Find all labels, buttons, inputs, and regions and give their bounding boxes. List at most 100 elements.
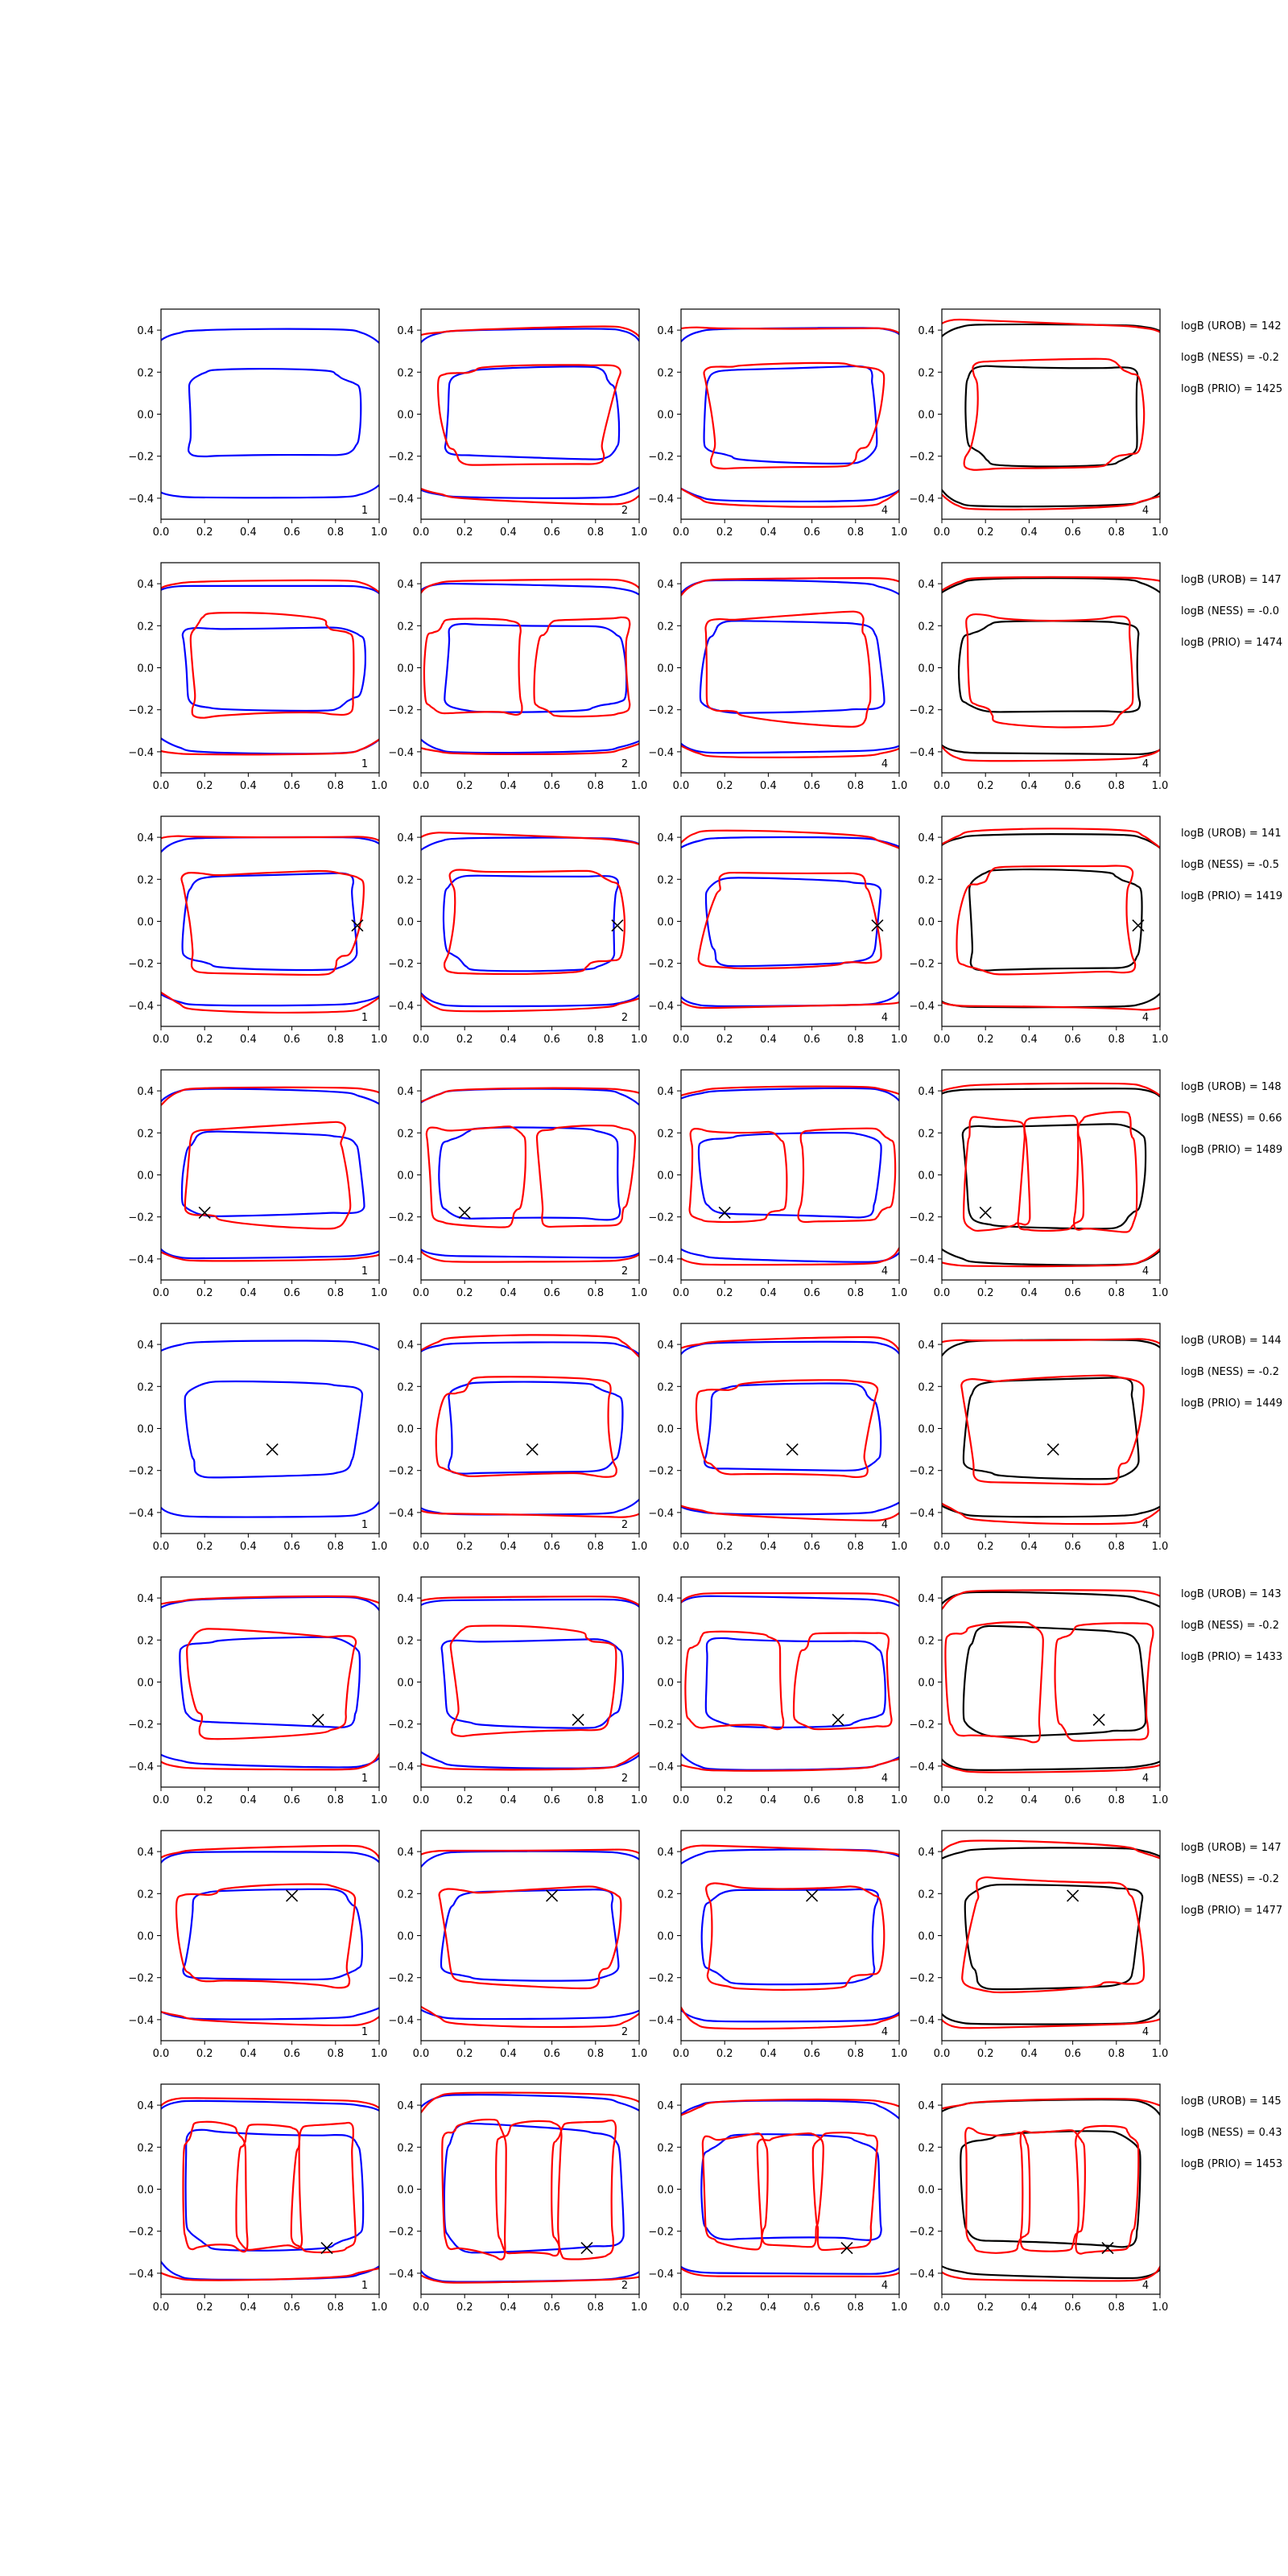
plot-area: [421, 1848, 639, 2029]
red-outer-contour: [942, 576, 1160, 762]
plot-area: [942, 1082, 1160, 1268]
red-contour: [684, 1630, 785, 1731]
x-marker: [526, 1443, 539, 1456]
y-tick-label: 0.0: [397, 1424, 414, 1436]
subplot-r5-c1: 1 0.0 0.2 0.4 0.6 0.8 1.0 0.4 0.2 0.0 −0.2 −0.4: [128, 1323, 388, 1553]
x-tick-label: 0.4: [1021, 780, 1038, 792]
x-tick-label: 0.4: [500, 526, 517, 539]
x-tick-label: 0.0: [153, 2301, 170, 2314]
axes-frame: [941, 2083, 1161, 2295]
plot-area: [681, 1085, 899, 1266]
red-outer-contour: [681, 576, 899, 758]
x-tick-label: 0.4: [500, 780, 517, 792]
red-contour: [423, 617, 523, 716]
x-tick-label: 0.8: [1108, 2048, 1125, 2060]
panel-label: 2: [621, 1773, 628, 1785]
y-tick-label: 0.4: [137, 2100, 154, 2112]
y-tick-label: 0.4: [918, 1086, 935, 1098]
y-tick-label: 0.4: [397, 1593, 414, 1605]
outer-contour: [942, 1847, 1160, 2025]
plot-area: [942, 1589, 1160, 1773]
y-tick-label: −0.2: [128, 452, 154, 464]
logb-annotation: logB (PRIO) = 1489: [1181, 1144, 1282, 1156]
x-tick-label: 0.8: [587, 780, 604, 792]
panel-label: 1: [361, 2280, 368, 2292]
y-tick-label: 0.4: [397, 2100, 414, 2112]
red-outer-contour: [681, 1335, 899, 1521]
x-tick-label: 0.2: [977, 2301, 994, 2314]
y-tick-label: 0.0: [918, 1931, 935, 1943]
plot-area: [421, 1334, 639, 1518]
y-tick-label: −0.4: [128, 2015, 154, 2027]
plot-area: [942, 828, 1160, 1011]
subplot-r8-c4: 4 0.0 0.2 0.4 0.6 0.8 1.0 0.4 0.2 0.0 −0.2 −0.4: [909, 2083, 1168, 2314]
y-tick-label: 0.2: [918, 1889, 935, 1901]
x-marker: [546, 1889, 559, 1902]
y-tick-label: −0.4: [128, 1508, 154, 1520]
x-tick-label: 0.0: [673, 1034, 690, 1046]
y-tick-label: 0.0: [918, 1424, 935, 1436]
x-marker: [572, 1713, 584, 1727]
x-tick-label: 0.0: [413, 2301, 430, 2314]
x-tick-label: 0.6: [543, 2048, 560, 2060]
x-tick-label: 1.0: [371, 780, 388, 792]
plot-area: [421, 832, 639, 1013]
x-tick-label: 0.0: [673, 780, 690, 792]
panel-label: 4: [881, 1773, 888, 1785]
x-tick-label: 0.8: [327, 1287, 344, 1299]
x-tick-label: 0.4: [1021, 1034, 1038, 1046]
subplot-r7-c1: 1 0.0 0.2 0.4 0.6 0.8 1.0 0.4 0.2 0.0 −0.2 −0.4: [128, 1830, 387, 2060]
x-tick-label: 0.0: [153, 1794, 170, 1806]
x-marker: [786, 1443, 799, 1456]
inner-contour: [960, 2130, 1141, 2248]
x-tick-label: 1.0: [371, 1541, 388, 1553]
y-tick-label: −0.2: [648, 1466, 674, 1478]
x-tick-label: 0.4: [760, 1034, 777, 1046]
x-tick-label: 1.0: [631, 2048, 648, 2060]
x-marker: [351, 919, 364, 932]
x-tick-label: 1.0: [631, 526, 648, 539]
x-tick-label: 0.8: [847, 526, 864, 539]
subplot-r8-c1: 1 0.0 0.2 0.4 0.6 0.8 1.0 0.4 0.2 0.0 −0.2 −0.4: [128, 2083, 387, 2314]
plot-area: [421, 1087, 639, 1263]
panel-label: 1: [361, 1519, 368, 1531]
subplot-r5-c2: 2 0.0 0.2 0.4 0.6 0.8 1.0 0.4 0.2 0.0 −0.2 −0.4: [388, 1323, 647, 1553]
x-marker: [840, 2242, 853, 2255]
y-tick-label: 0.0: [657, 2185, 674, 2197]
y-tick-label: 0.4: [137, 579, 154, 591]
y-tick-label: 0.2: [657, 1381, 674, 1393]
red-outer-contour: [161, 1595, 379, 1771]
panel-label: 2: [621, 1012, 628, 1024]
x-tick-label: 0.8: [1108, 780, 1125, 792]
y-tick-label: −0.2: [388, 1466, 414, 1478]
x-tick-label: 0.2: [456, 1287, 473, 1299]
red-outer-contour: [161, 835, 379, 1014]
x-tick-label: 0.8: [327, 2048, 344, 2060]
y-tick-label: 0.4: [918, 1847, 935, 1859]
y-tick-label: −0.2: [128, 959, 154, 971]
logb-annotation: logB (PRIO) = 1419: [1181, 890, 1282, 902]
x-tick-label: 0.4: [240, 1034, 257, 1046]
y-tick-label: −0.4: [388, 1001, 414, 1013]
plot-area: [681, 1844, 899, 2030]
inner-contour: [179, 1636, 361, 1728]
red-contour: [956, 865, 1137, 976]
y-tick-label: 0.0: [918, 1678, 935, 1690]
x-tick-label: 0.4: [760, 2301, 777, 2314]
y-tick-label: 0.4: [397, 579, 414, 591]
x-tick-label: 1.0: [631, 1034, 648, 1046]
logb-annotation: logB (NESS) = 0.66: [1181, 1113, 1282, 1125]
y-tick-label: 0.2: [918, 874, 935, 886]
x-marker: [266, 1443, 279, 1456]
y-tick-label: −0.4: [648, 2015, 674, 2027]
red-contour: [965, 613, 1134, 729]
red-contour: [425, 1125, 526, 1228]
x-tick-label: 0.0: [153, 1034, 170, 1046]
x-tick-label: 0.0: [673, 1541, 690, 1553]
x-tick-label: 1.0: [1152, 2048, 1169, 2060]
x-tick-label: 0.8: [587, 2048, 604, 2060]
x-tick-label: 0.8: [327, 2301, 344, 2314]
y-tick-label: 0.2: [657, 1889, 674, 1901]
panel-label: 4: [1142, 1265, 1149, 1278]
y-tick-label: 0.2: [397, 874, 414, 886]
